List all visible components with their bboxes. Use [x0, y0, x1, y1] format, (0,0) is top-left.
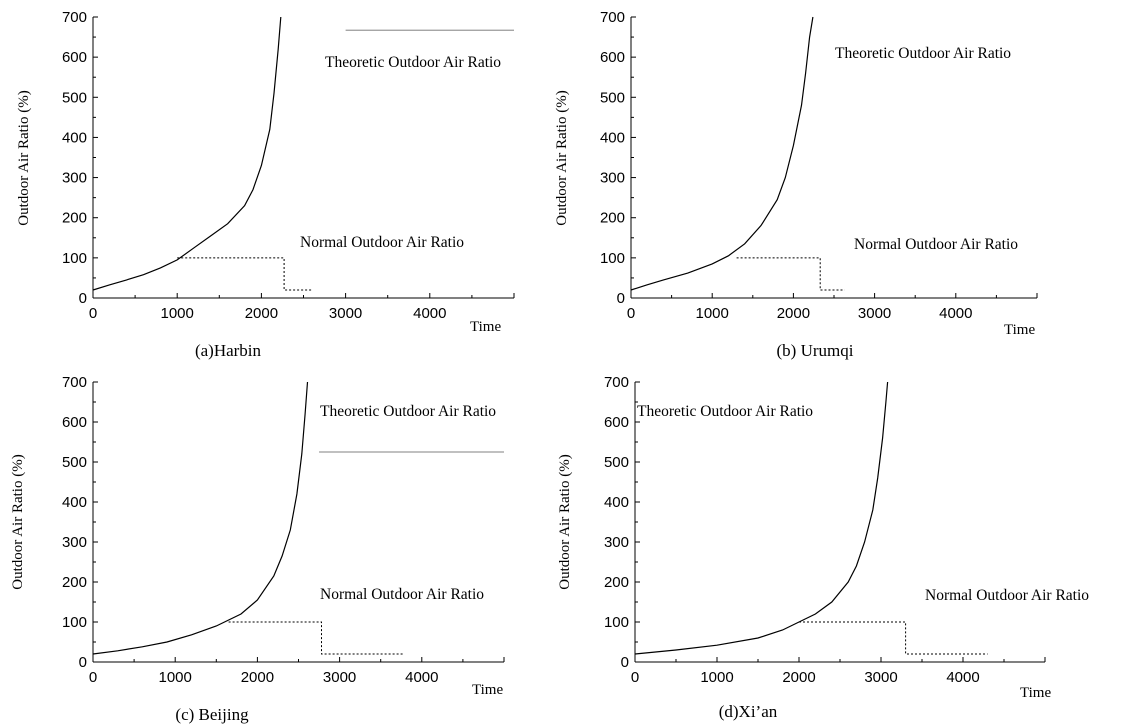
panel-caption: (d)Xi’an — [719, 702, 778, 721]
x-axis-title: Time — [1004, 322, 1035, 338]
y-tick-label: 600 — [62, 49, 87, 66]
theoretic-ratio-series — [92, 381, 309, 655]
y-tick-label: 300 — [600, 170, 625, 187]
x-tick-label: 4000 — [413, 305, 446, 322]
x-tick-label: 2000 — [782, 669, 815, 686]
theoretic-ratio-series — [634, 381, 889, 655]
y-tick-label: 0 — [79, 654, 87, 671]
y-tick-label: 600 — [62, 414, 87, 431]
y-tick-label: 300 — [604, 534, 629, 551]
normal-annotation: Normal Outdoor Air Ratio — [320, 586, 484, 603]
x-tick-label: 1000 — [696, 305, 729, 322]
y-tick-label: 500 — [604, 454, 629, 471]
y-tick-label: 300 — [62, 170, 87, 187]
normal-ratio-series — [799, 621, 988, 655]
panel-caption: (a)Harbin — [195, 341, 262, 360]
y-tick-label: 700 — [62, 9, 87, 26]
theoretic-annotation: Theoretic Outdoor Air Ratio — [637, 403, 813, 420]
x-tick-label: 3000 — [858, 305, 891, 322]
theoretic-annotation: Theoretic Outdoor Air Ratio — [835, 45, 1011, 62]
x-tick-label: 1000 — [161, 305, 194, 322]
y-tick-label: 700 — [600, 9, 625, 26]
y-tick-label: 600 — [600, 49, 625, 66]
normal-annotation: Normal Outdoor Air Ratio — [854, 236, 1018, 253]
y-tick-label: 100 — [62, 614, 87, 631]
theoretic-ratio-series — [630, 16, 814, 291]
x-axis-title: Time — [470, 319, 501, 335]
y-tick-label: 500 — [62, 89, 87, 106]
y-tick-label: 400 — [600, 129, 625, 146]
y-tick-label: 100 — [600, 250, 625, 267]
y-axis-title: Outdoor Air Ratio (%) — [16, 90, 32, 225]
y-tick-label: 100 — [604, 614, 629, 631]
y-tick-label: 300 — [62, 534, 87, 551]
x-tick-label: 1000 — [159, 669, 192, 686]
normal-annotation: Normal Outdoor Air Ratio — [300, 234, 464, 251]
panel-caption: (b) Urumqi — [777, 341, 854, 360]
x-tick-label: 0 — [89, 305, 97, 322]
y-tick-label: 0 — [79, 290, 87, 307]
panel-caption: (c) Beijing — [175, 705, 249, 724]
y-tick-label: 0 — [621, 654, 629, 671]
y-tick-label: 700 — [62, 374, 87, 391]
x-tick-label: 0 — [89, 669, 97, 686]
x-tick-label: 0 — [627, 305, 635, 322]
x-tick-label: 2000 — [241, 669, 274, 686]
x-tick-label: 4000 — [405, 669, 438, 686]
normal-ratio-series — [177, 257, 312, 291]
x-tick-label: 2000 — [777, 305, 810, 322]
x-tick-label: 4000 — [939, 305, 972, 322]
chart-panel-2: 0 100 200 300 400 500 600 700 0 1000 2000 3000 4000 O… — [554, 9, 1038, 360]
x-tick-label: 3000 — [323, 669, 356, 686]
x-tick-label: 3000 — [329, 305, 362, 322]
y-tick-label: 700 — [604, 374, 629, 391]
y-tick-label: 200 — [600, 210, 625, 227]
x-tick-label: 0 — [631, 669, 639, 686]
y-tick-label: 500 — [600, 89, 625, 106]
chart-panel-4: 0 100 200 300 400 500 600 700 0 1000 2000 3000 4000 O… — [557, 374, 1089, 721]
y-tick-label: 600 — [604, 414, 629, 431]
y-tick-label: 200 — [62, 574, 87, 591]
chart-panel-3: 0 100 200 300 400 500 600 700 0 1000 2000 3000 4000 O… — [10, 374, 505, 724]
chart-panel-1: 0 100 200 300 400 500 600 700 0 1000 2000 3000 4000 O… — [16, 9, 515, 360]
y-tick-label: 400 — [62, 494, 87, 511]
x-axis-title: Time — [1020, 685, 1051, 701]
y-tick-label: 400 — [62, 129, 87, 146]
y-axis-title: Outdoor Air Ratio (%) — [557, 454, 573, 589]
x-tick-label: 2000 — [245, 305, 278, 322]
y-tick-label: 0 — [617, 290, 625, 307]
normal-ratio-series — [228, 621, 404, 655]
x-axis-title: Time — [472, 682, 503, 698]
normal-annotation: Normal Outdoor Air Ratio — [925, 587, 1089, 604]
theoretic-ratio-series — [92, 16, 282, 291]
y-tick-label: 400 — [604, 494, 629, 511]
y-axis-title: Outdoor Air Ratio (%) — [554, 90, 570, 225]
theoretic-annotation: Theoretic Outdoor Air Ratio — [320, 403, 496, 420]
x-tick-label: 3000 — [864, 669, 897, 686]
y-tick-label: 200 — [604, 574, 629, 591]
y-tick-label: 100 — [62, 250, 87, 267]
y-axis-title: Outdoor Air Ratio (%) — [10, 454, 26, 589]
y-tick-label: 500 — [62, 454, 87, 471]
normal-ratio-series — [736, 257, 845, 291]
x-tick-label: 1000 — [700, 669, 733, 686]
x-tick-label: 4000 — [946, 669, 979, 686]
y-tick-label: 200 — [62, 210, 87, 227]
theoretic-annotation: Theoretic Outdoor Air Ratio — [325, 54, 501, 71]
